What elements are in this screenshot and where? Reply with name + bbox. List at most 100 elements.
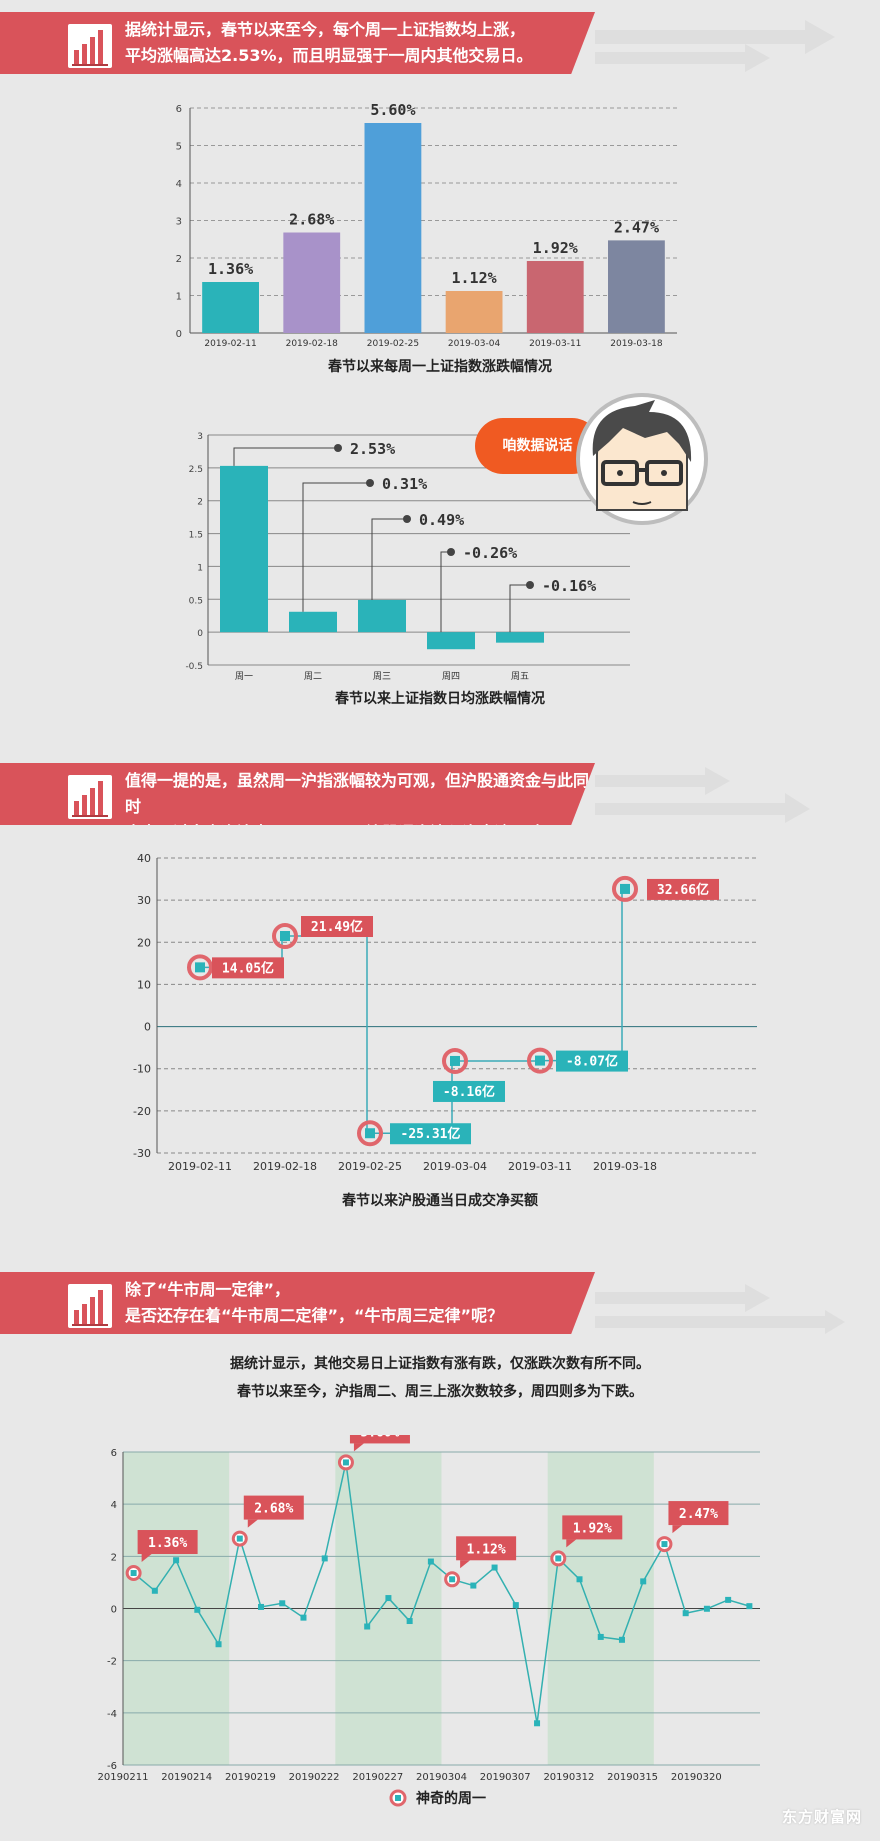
- marker: [512, 1602, 519, 1609]
- marker: [279, 1600, 286, 1607]
- marker: [703, 1605, 710, 1612]
- callout-line: [509, 584, 530, 633]
- marker: [470, 1582, 477, 1589]
- x-tick-label: 2019-03-04: [448, 339, 501, 349]
- bar-chart-icon: [68, 24, 112, 68]
- chart-2-title: 春节以来上证指数日均涨跌幅情况: [335, 691, 545, 707]
- arrows-decor-1: [595, 20, 835, 72]
- marker: [151, 1587, 158, 1594]
- data-label: -8.16亿: [443, 1084, 495, 1100]
- data-label-box: [212, 957, 284, 979]
- marker: [576, 1576, 583, 1583]
- y-tick-label: 3: [176, 217, 182, 228]
- callout-dot: [403, 515, 411, 523]
- marker: [365, 1128, 375, 1139]
- legend-label: 神奇的周一: [416, 1790, 486, 1807]
- marker: [555, 1555, 562, 1562]
- x-tick-label: 2019-02-25: [338, 1160, 402, 1173]
- y-tick-label: 0: [111, 1605, 117, 1616]
- data-label-box: [243, 1495, 304, 1520]
- callout-dot: [447, 548, 455, 556]
- y-tick-label: 20: [137, 936, 151, 949]
- series-line: [200, 888, 625, 1134]
- data-label-pointer: [353, 1443, 364, 1452]
- marker: [130, 1570, 137, 1577]
- banner-1-line1: 据统计显示，春节以来至今，每个周一上证指数均上涨，: [125, 20, 526, 39]
- y-tick-label: 10: [137, 978, 151, 991]
- bar: [445, 291, 503, 333]
- y-tick-label: 0: [197, 629, 203, 639]
- data-label-pointer: [141, 1554, 152, 1563]
- banner-3-line1: 除了“牛市周一定律”，: [125, 1280, 291, 1299]
- x-tick-label: 周三: [373, 671, 391, 680]
- x-tick-label: 2019-02-11: [168, 1160, 232, 1173]
- y-tick-label: 2: [176, 254, 182, 265]
- banner-3-line2: 是否还存在着“牛市周二定律”，“牛市周三定律”呢？: [125, 1306, 504, 1325]
- data-label: 14.05亿: [222, 960, 274, 976]
- data-label: 21.49亿: [311, 919, 363, 935]
- banner-2-line2: 也出现过多次净流出。3月18日，沪股通净流入资金逾30亿。: [125, 823, 565, 842]
- intro-text: 据统计显示，其他交易日上证指数有涨有跌，仅涨跌次数有所不同。 春节以来至今，沪指…: [0, 1350, 880, 1406]
- y-tick-label: 2: [111, 1552, 117, 1563]
- data-label-pointer: [460, 1560, 471, 1569]
- data-label-pointer: [247, 1519, 258, 1528]
- marker: [682, 1610, 689, 1617]
- marker-ring: [187, 954, 213, 981]
- marker: [427, 1558, 434, 1565]
- x-tick-label: 周二: [304, 671, 322, 680]
- x-tick-label: 2019-02-18: [286, 339, 339, 349]
- y-tick-label: 0: [144, 1021, 151, 1034]
- marker: [534, 1720, 541, 1727]
- callout-line: [371, 518, 407, 600]
- marker: [620, 883, 630, 894]
- data-label: 0.31%: [382, 475, 427, 493]
- y-tick-label: 30: [137, 894, 151, 907]
- data-label: 32.66亿: [657, 882, 709, 898]
- data-label: 2.47%: [614, 218, 659, 236]
- marker: [385, 1595, 392, 1602]
- bar: [220, 465, 268, 633]
- chart-1-title: 春节以来每周一上证指数涨跌幅情况: [328, 359, 552, 375]
- marker: [215, 1641, 222, 1648]
- weekly-monday-chart: 0 1 2 3 4 5 6 1.36% 2019-02-11 2.68% 2019-02-18 5.6…: [176, 101, 677, 349]
- y-tick-label: 1.5: [189, 531, 203, 541]
- marker: [746, 1603, 753, 1610]
- bar: [526, 261, 584, 333]
- marker: [661, 1541, 668, 1548]
- x-tick-label: 20190211: [98, 1772, 149, 1783]
- banner-3: 除了“牛市周一定律”， 是否还存在着“牛市周二定律”，“牛市周三定律”呢？: [0, 1272, 595, 1334]
- y-tick-label: 0: [176, 329, 182, 340]
- x-tick-label: 2019-03-11: [508, 1160, 572, 1173]
- y-tick-label: 0.5: [189, 596, 203, 606]
- data-label-box: [349, 1435, 410, 1444]
- intro-line2: 春节以来至今，沪指周二、周三上涨次数较多，周四则多为下跌。: [237, 1384, 643, 1400]
- data-label-box: [562, 1515, 623, 1540]
- banner-2-line1: 值得一提的是，虽然周一沪指涨幅较为可观，但沪股通资金与此同时: [125, 771, 590, 816]
- bar: [202, 282, 259, 333]
- marker-ring: [272, 923, 298, 950]
- marker: [450, 1055, 460, 1066]
- data-label: 2.47%: [679, 1507, 718, 1522]
- marker: [194, 1606, 201, 1613]
- data-label: 2.68%: [289, 211, 334, 229]
- data-label: -25.31亿: [401, 1126, 461, 1142]
- marker: [406, 1618, 413, 1625]
- x-tick-label: 周四: [442, 671, 460, 680]
- x-tick-label: 20190312: [543, 1772, 594, 1783]
- data-label-pointer: [566, 1539, 577, 1548]
- bar: [364, 123, 422, 333]
- data-label: 2.68%: [254, 1502, 293, 1517]
- y-tick-label: 2.5: [189, 465, 203, 475]
- y-tick-label: 4: [111, 1500, 117, 1511]
- marker: [640, 1578, 647, 1585]
- data-label: 5.60%: [370, 101, 415, 119]
- data-label: 1.12%: [467, 1542, 506, 1557]
- callout-dot: [366, 479, 374, 487]
- x-tick-label: 20190320: [671, 1772, 722, 1783]
- y-tick-label: -4: [107, 1709, 117, 1720]
- x-tick-label: 20190227: [352, 1772, 403, 1783]
- x-tick-label: 2019-02-25: [367, 339, 419, 349]
- marker: [321, 1555, 328, 1562]
- banner-2: 值得一提的是，虽然周一沪指涨幅较为可观，但沪股通资金与此同时 也出现过多次净流出…: [0, 763, 595, 825]
- y-tick-label: -20: [133, 1105, 151, 1118]
